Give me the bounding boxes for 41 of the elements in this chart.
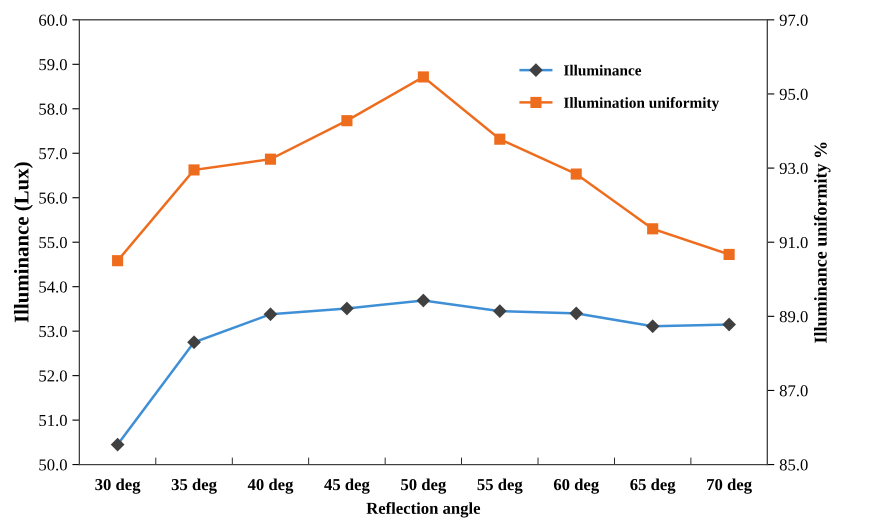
y-tick-label: 55.0 [39, 236, 67, 248]
x-tick-label: 50 deg [401, 478, 446, 494]
point [724, 248, 735, 260]
y2-tick-label: 87.0 [780, 385, 808, 396]
x-tick-label: 70 deg [707, 478, 752, 494]
y-tick-label: 52.0 [39, 370, 67, 382]
y2-tick-label: 97.0 [780, 14, 808, 26]
y2-tick-label: 91.0 [780, 236, 808, 248]
y2-tick-label: 95.0 [780, 88, 808, 100]
x-tick-label: 40 deg [248, 478, 294, 494]
y-tick-label: 54.0 [39, 281, 67, 293]
y-tick-label: 58.0 [39, 103, 67, 115]
legend-label: Illuminance [564, 64, 642, 76]
point [647, 223, 658, 234]
y-tick-label: 57.0 [39, 148, 67, 160]
y2-tick-label: 93.0 [780, 162, 808, 174]
x-tick-label: 35 deg [172, 478, 217, 494]
x-tick-label: 30 deg [95, 478, 140, 494]
y2-axis-title: Illuminance uniformity % [814, 142, 830, 343]
point [188, 164, 200, 176]
y-tick-label: 56.0 [39, 192, 67, 204]
x-tick-label: 65 deg [630, 478, 676, 494]
y-tick-label: 51.0 [39, 414, 67, 426]
x-tick-label: 60 deg [554, 478, 599, 494]
legend-label: Illumination uniformity [564, 97, 720, 112]
y-axis-title: Illuminance (Lux) [14, 162, 33, 322]
y-tick-label: 60.0 [39, 14, 67, 26]
point [418, 71, 429, 82]
y2-tick-label: 85.0 [780, 459, 808, 471]
y2-tick-label: 89.0 [780, 311, 808, 322]
point [341, 115, 352, 126]
x-tick-label: 55 deg [478, 478, 523, 494]
x-tick-label: 45 deg [324, 478, 370, 494]
y-tick-label: 50.0 [39, 459, 67, 471]
y-tick-label: 53.0 [39, 326, 67, 338]
point [112, 255, 124, 266]
x-axis-title: Reflection angle [366, 502, 480, 518]
y-tick-label: 59.0 [39, 59, 67, 70]
point [264, 154, 276, 165]
point [494, 134, 506, 145]
point [570, 168, 582, 180]
